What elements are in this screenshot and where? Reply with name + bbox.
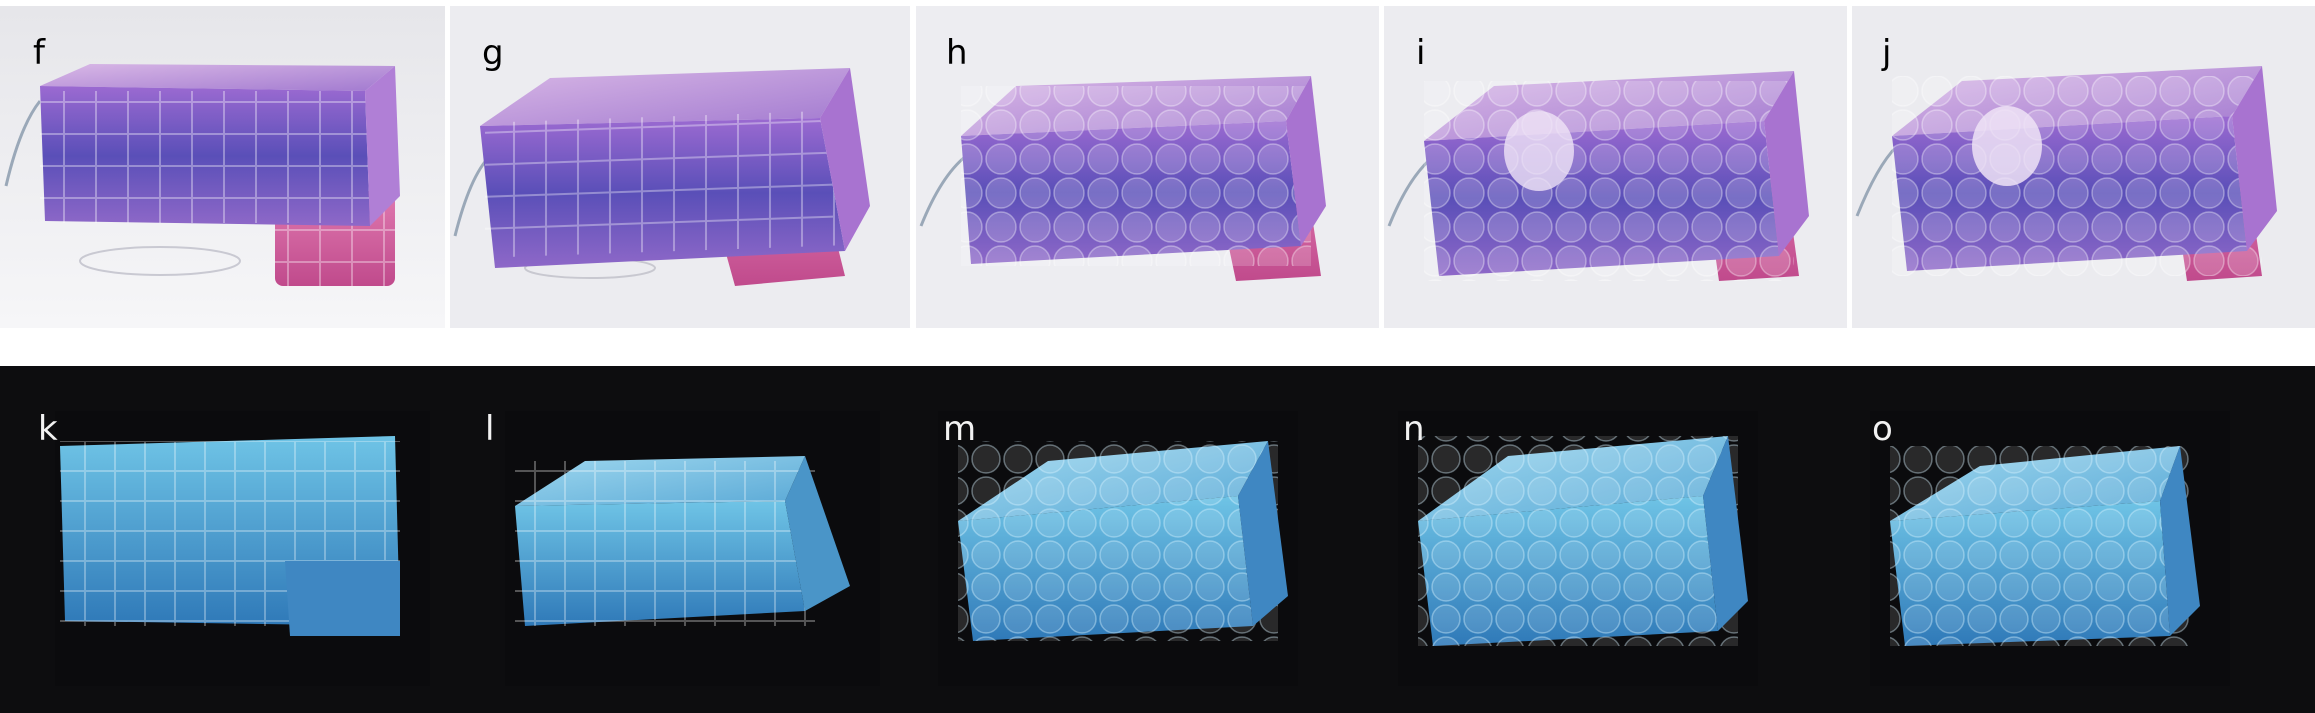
photo-panel-h [916, 6, 1379, 328]
panel-label-o: o [1872, 409, 1893, 449]
panel-label-n: n [1403, 409, 1425, 449]
panel-label-g: g [482, 33, 504, 73]
photo-k [55, 411, 430, 686]
panel-label-m: m [943, 409, 977, 449]
photo-panel-i [1384, 6, 1847, 328]
photo-panel-g [450, 6, 910, 328]
photo-panel-m [938, 411, 1298, 686]
photo-panel-f [0, 6, 445, 328]
panel-label-i: i [1416, 33, 1426, 73]
photo-i [1384, 6, 1847, 328]
photo-panel-o [1870, 411, 2230, 686]
panel-label-l: l [485, 409, 495, 449]
top-row [0, 6, 2315, 328]
photo-o [1870, 411, 2230, 686]
photo-panel-n [1398, 411, 1758, 686]
photo-panel-j [1852, 6, 2315, 328]
panel-label-h: h [946, 33, 968, 73]
bottom-row [0, 366, 2315, 713]
photo-j [1852, 6, 2315, 328]
photo-f [0, 6, 445, 328]
photo-g [450, 6, 910, 328]
photo-panel-k [55, 411, 430, 686]
photo-m [938, 411, 1298, 686]
panel-label-j: j [1882, 33, 1892, 73]
panel-label-f: f [33, 33, 45, 73]
photo-l [505, 411, 880, 686]
photo-h [916, 6, 1379, 328]
photo-n [1398, 411, 1758, 686]
photo-panel-l [505, 411, 880, 686]
panel-label-k: k [38, 409, 58, 449]
